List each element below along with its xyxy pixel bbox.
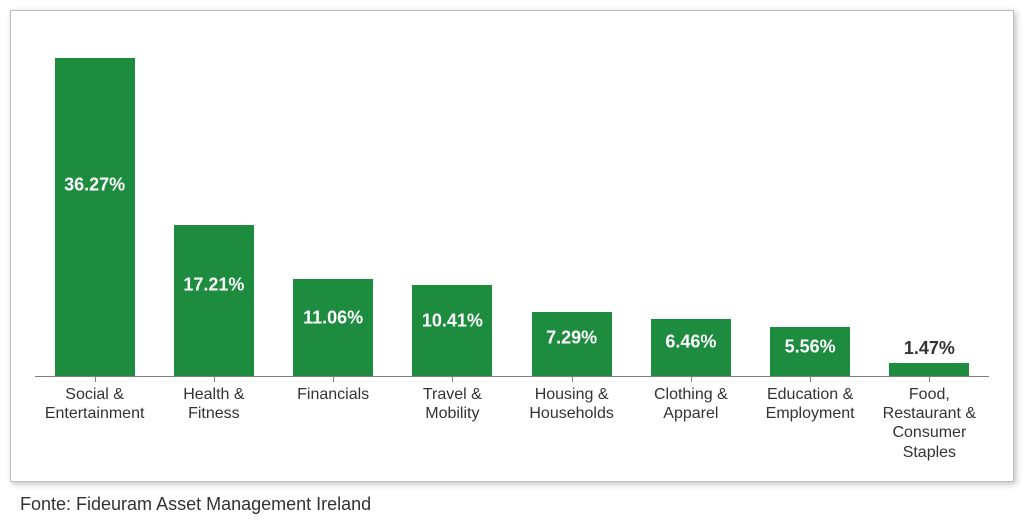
category-label: Clothing & Apparel bbox=[631, 385, 750, 473]
plot-area: 36.27% 17.21% 11.06% 10.41% 7.29% 6.46% 5.56% 1… bbox=[35, 25, 989, 377]
bar: 1.47% bbox=[889, 363, 969, 376]
category-label: Education & Employment bbox=[751, 385, 870, 473]
category-label: Financials bbox=[274, 385, 393, 473]
bar-slot: 6.46% bbox=[631, 25, 750, 376]
axis-tick bbox=[810, 376, 811, 382]
axis-tick bbox=[929, 376, 930, 382]
axis-tick bbox=[572, 376, 573, 382]
source-caption: Fonte: Fideuram Asset Management Ireland bbox=[10, 482, 1014, 515]
axis-tick bbox=[95, 376, 96, 382]
bar: 11.06% bbox=[293, 279, 373, 376]
bar: 10.41% bbox=[412, 285, 492, 376]
axis-tick bbox=[691, 376, 692, 382]
category-label: Travel & Mobility bbox=[393, 385, 512, 473]
chart-frame: 36.27% 17.21% 11.06% 10.41% 7.29% 6.46% 5.56% 1… bbox=[10, 10, 1014, 482]
bar: 6.46% bbox=[651, 319, 731, 376]
bar: 7.29% bbox=[532, 312, 612, 376]
category-label: Food, Restaurant & Consumer Staples bbox=[870, 385, 989, 473]
category-label: Housing & Households bbox=[512, 385, 631, 473]
page: 36.27% 17.21% 11.06% 10.41% 7.29% 6.46% 5.56% 1… bbox=[0, 0, 1024, 532]
category-label: Health & Fitness bbox=[154, 385, 273, 473]
bar-slot: 7.29% bbox=[512, 25, 631, 376]
bar-slot: 1.47% bbox=[870, 25, 989, 376]
bar-value-label: 17.21% bbox=[174, 275, 254, 296]
bars-row: 36.27% 17.21% 11.06% 10.41% 7.29% 6.46% 5.56% 1… bbox=[35, 25, 989, 376]
bar-value-label: 1.47% bbox=[859, 338, 999, 363]
category-axis: Social & EntertainmentHealth & FitnessFi… bbox=[35, 377, 989, 473]
bar: 17.21% bbox=[174, 225, 254, 376]
bar-slot: 17.21% bbox=[154, 25, 273, 376]
bar-value-label: 36.27% bbox=[55, 175, 135, 196]
bar-value-label: 10.41% bbox=[412, 311, 492, 332]
bar-value-label: 7.29% bbox=[532, 327, 612, 348]
axis-tick bbox=[452, 376, 453, 382]
bar-slot: 5.56% bbox=[751, 25, 870, 376]
bar-slot: 10.41% bbox=[393, 25, 512, 376]
bar: 5.56% bbox=[770, 327, 850, 376]
axis-tick bbox=[214, 376, 215, 382]
bar-slot: 36.27% bbox=[35, 25, 154, 376]
bar-slot: 11.06% bbox=[274, 25, 393, 376]
bar-value-label: 11.06% bbox=[293, 307, 373, 328]
bar-value-label: 5.56% bbox=[770, 336, 850, 357]
category-label: Social & Entertainment bbox=[35, 385, 154, 473]
bar: 36.27% bbox=[55, 58, 135, 376]
bar-value-label: 6.46% bbox=[651, 331, 731, 352]
axis-tick bbox=[333, 376, 334, 382]
